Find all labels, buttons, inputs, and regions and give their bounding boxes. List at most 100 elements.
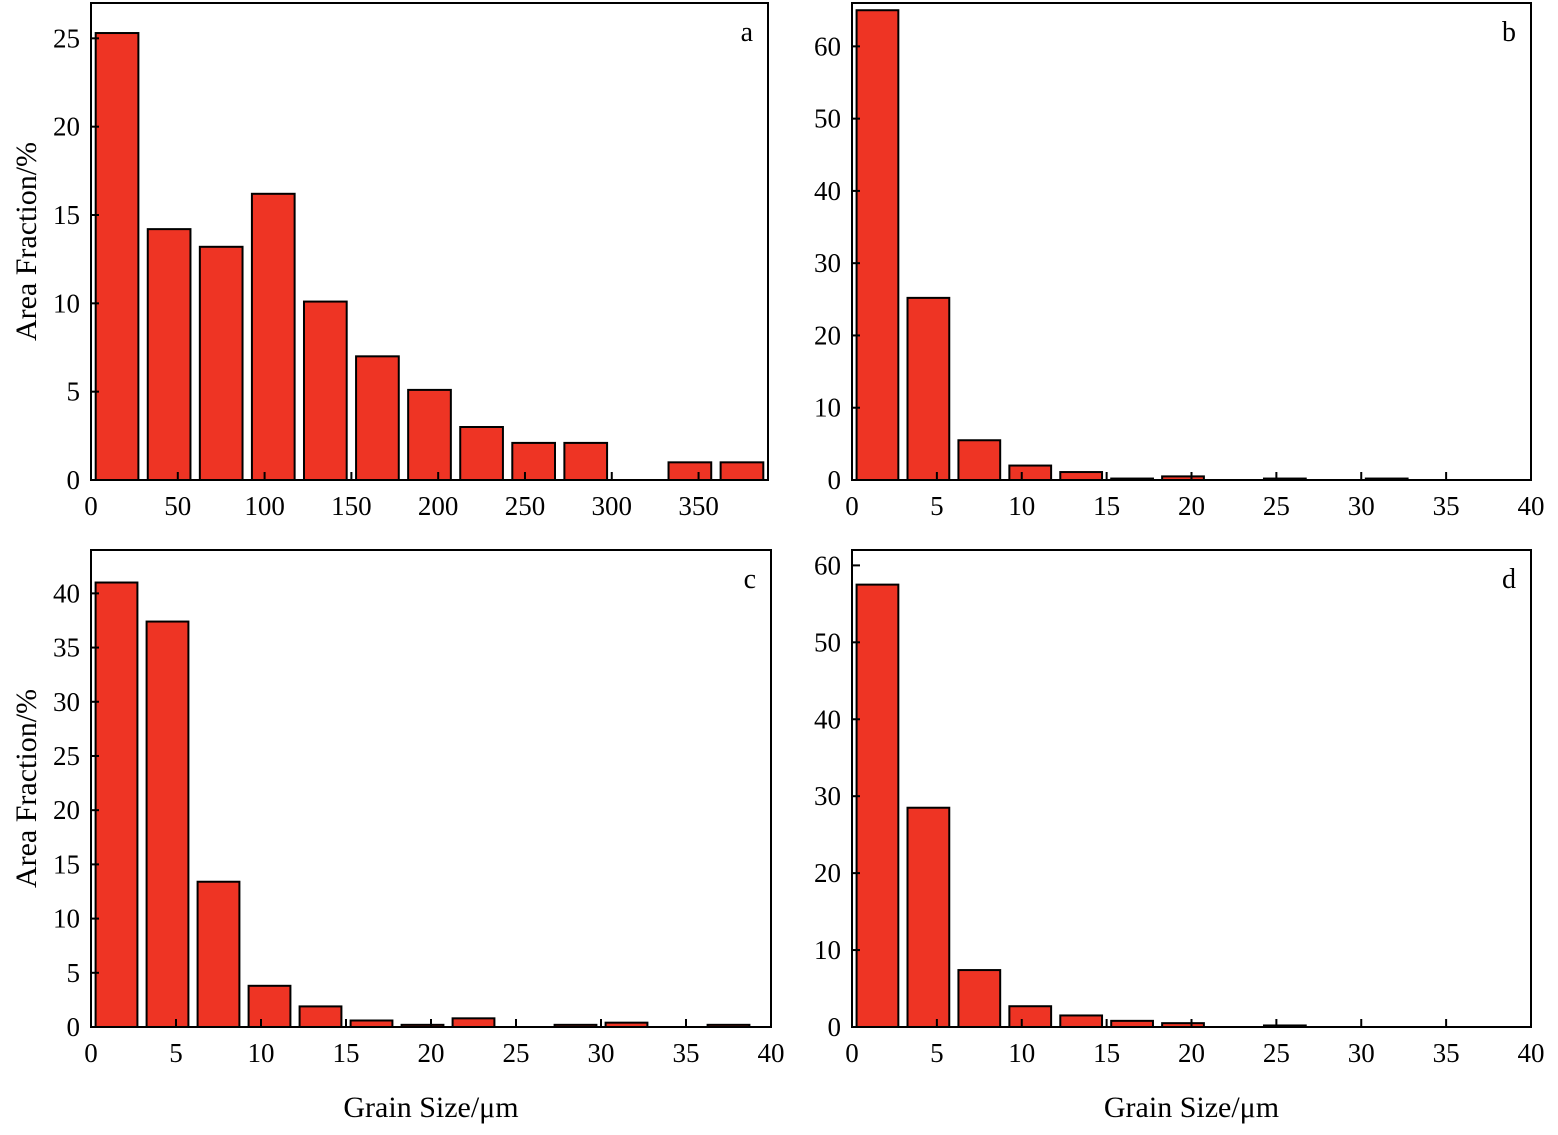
x-tick-label-c-6: 30 xyxy=(588,1038,615,1068)
y-tick-label-d-3: 30 xyxy=(814,781,841,811)
bar-a-4 xyxy=(302,300,348,481)
x-tick-label-a-6: 300 xyxy=(592,491,633,521)
x-tick-label-a-2: 100 xyxy=(244,491,285,521)
x-tick-label-c-0: 0 xyxy=(84,1038,98,1068)
chart-panel-b: 0 5 10 15 20 25 30 35 40 0 10 20 30 40 50 60 b xyxy=(814,2,1545,521)
bar-d-3 xyxy=(1008,1005,1053,1028)
bar-a-8 xyxy=(511,441,556,481)
plot-frame-b xyxy=(851,2,1532,481)
x-tick-label-b-8: 40 xyxy=(1518,491,1545,521)
bar-a-9 xyxy=(563,441,609,481)
y-tick-label-c-4: 20 xyxy=(53,795,80,825)
panel-letter-b: b xyxy=(1502,17,1516,48)
chart-panel-c: 0 5 10 15 20 25 30 35 40 0 5 10 15 20 25 30 35 40 c Area Fr… xyxy=(10,549,785,1124)
y-axis-label-c: Area Fraction/% xyxy=(10,689,43,888)
bar-b-1 xyxy=(906,296,951,481)
plot-frame-c xyxy=(90,549,772,1028)
y-tick-label-a-4: 20 xyxy=(53,112,80,142)
x-tick-label-b-4: 20 xyxy=(1178,491,1205,521)
y-tick-label-c-7: 35 xyxy=(53,633,80,663)
chart-panel-a: 0 50 100 150 200 250 300 350 0 5 10 15 20 25 a Area Fra… xyxy=(10,2,769,521)
y-tick-label-a-0: 0 xyxy=(67,465,81,495)
bar-c-1 xyxy=(145,620,190,1028)
x-tick-label-b-5: 25 xyxy=(1263,491,1290,521)
y-tick-label-b-5: 50 xyxy=(814,104,841,134)
bar-a-5 xyxy=(355,355,400,481)
x-tick-label-d-1: 5 xyxy=(930,1038,944,1068)
bar-c-2 xyxy=(196,880,241,1028)
x-tick-label-d-4: 20 xyxy=(1178,1038,1205,1068)
y-tick-label-c-2: 10 xyxy=(53,904,80,934)
y-tick-label-d-6: 60 xyxy=(814,550,841,580)
y-tick-label-d-0: 0 xyxy=(828,1012,842,1042)
y-tick-label-c-6: 30 xyxy=(53,687,80,717)
x-tick-label-b-1: 5 xyxy=(930,491,944,521)
plot-frame-a xyxy=(90,2,769,481)
x-tick-label-a-0: 0 xyxy=(84,491,98,521)
x-tick-label-d-2: 10 xyxy=(1008,1038,1035,1068)
y-tick-label-b-0: 0 xyxy=(828,465,842,495)
x-tick-label-c-1: 5 xyxy=(169,1038,183,1068)
y-tick-label-b-2: 20 xyxy=(814,320,841,350)
bar-a-7 xyxy=(459,426,504,481)
y-tick-label-b-1: 10 xyxy=(814,393,841,423)
y-tick-label-b-3: 30 xyxy=(814,248,841,278)
bar-d-2 xyxy=(957,969,1002,1029)
x-axis-label-d: Grain Size/μm xyxy=(1104,1091,1279,1124)
y-tick-label-a-1: 5 xyxy=(67,377,81,407)
y-tick-label-b-6: 60 xyxy=(814,31,841,61)
x-tick-label-c-7: 35 xyxy=(673,1038,700,1068)
x-tick-label-d-3: 15 xyxy=(1093,1038,1120,1068)
chart-panel-d: 0 5 10 15 20 25 30 35 40 0 10 20 30 40 50 60 d Grain Size… xyxy=(814,549,1545,1124)
bar-d-4 xyxy=(1059,1014,1104,1029)
y-tick-label-d-5: 50 xyxy=(814,627,841,657)
y-tick-label-c-8: 40 xyxy=(53,578,80,608)
x-tick-label-b-2: 10 xyxy=(1008,491,1035,521)
bar-a-3 xyxy=(250,192,296,482)
x-tick-label-c-4: 20 xyxy=(418,1038,445,1068)
x-tick-label-b-0: 0 xyxy=(845,491,859,521)
panel-letter-d: d xyxy=(1502,564,1516,595)
bar-b-3 xyxy=(1008,464,1053,481)
bar-b-0 xyxy=(855,9,900,481)
y-tick-label-c-3: 15 xyxy=(53,849,80,879)
bar-a-1 xyxy=(146,228,192,481)
panel-letter-a: a xyxy=(741,17,754,48)
bar-a-2 xyxy=(198,245,244,481)
bar-d-0 xyxy=(855,583,900,1028)
panel-letter-c: c xyxy=(744,564,756,595)
x-tick-label-d-5: 25 xyxy=(1263,1038,1290,1068)
y-tick-label-d-4: 40 xyxy=(814,704,841,734)
bar-a-11 xyxy=(667,461,713,481)
bar-c-0 xyxy=(94,581,139,1029)
x-tick-label-a-5: 250 xyxy=(505,491,546,521)
x-tick-label-a-1: 50 xyxy=(164,491,191,521)
bar-c-7 xyxy=(451,1017,496,1029)
x-tick-label-d-6: 30 xyxy=(1348,1038,1375,1068)
x-tick-label-a-7: 350 xyxy=(678,491,719,521)
bar-a-6 xyxy=(407,388,452,481)
y-tick-label-c-0: 0 xyxy=(67,1012,81,1042)
y-tick-label-d-1: 10 xyxy=(814,935,841,965)
bar-a-0 xyxy=(94,32,140,481)
y-axis-label-a: Area Fraction/% xyxy=(10,142,43,341)
x-tick-label-c-8: 40 xyxy=(758,1038,785,1068)
x-tick-label-b-3: 15 xyxy=(1093,491,1120,521)
x-tick-label-a-3: 150 xyxy=(331,491,372,521)
y-tick-label-a-3: 15 xyxy=(53,200,80,230)
y-tick-label-a-5: 25 xyxy=(53,23,80,53)
x-tick-label-d-0: 0 xyxy=(845,1038,859,1068)
y-tick-label-b-4: 40 xyxy=(814,176,841,206)
x-tick-label-c-3: 15 xyxy=(333,1038,360,1068)
x-tick-label-a-4: 200 xyxy=(418,491,459,521)
bar-b-2 xyxy=(957,439,1002,481)
x-tick-label-d-7: 35 xyxy=(1433,1038,1460,1068)
bar-d-1 xyxy=(906,806,951,1028)
x-tick-label-c-2: 10 xyxy=(248,1038,275,1068)
bar-a-12 xyxy=(719,461,765,481)
bar-c-4 xyxy=(298,1005,343,1029)
x-tick-label-c-5: 25 xyxy=(503,1038,530,1068)
y-tick-label-a-2: 10 xyxy=(53,288,80,318)
x-tick-label-d-8: 40 xyxy=(1518,1038,1545,1068)
